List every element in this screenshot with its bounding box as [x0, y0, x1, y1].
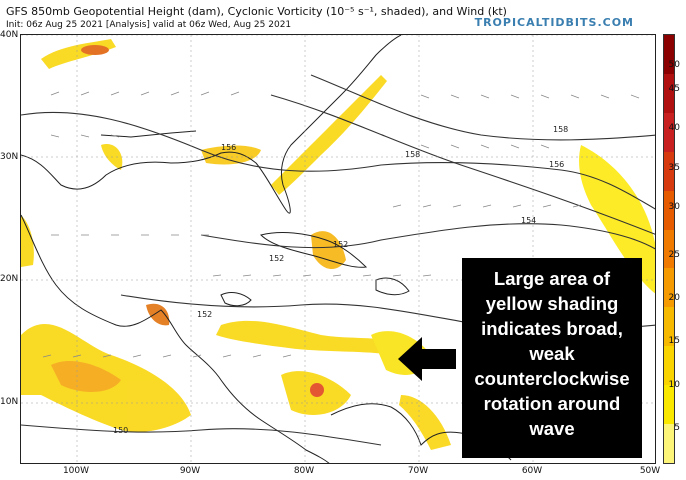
contour-label: 150: [113, 426, 128, 435]
lon-label: 70W: [407, 466, 429, 476]
lat-label: 40N: [0, 30, 19, 40]
colorbar-swatch: [664, 424, 674, 463]
colorbar-label: 20: [668, 293, 680, 303]
brand-label: TROPICALTIDBITS.COM: [474, 16, 634, 29]
lat-label: 30N: [0, 152, 19, 162]
contour-label: 152: [333, 240, 348, 249]
colorbar-swatch: [664, 73, 674, 113]
contour-label: 152: [269, 254, 284, 263]
colorbar-swatch: [664, 346, 674, 386]
contour-label: 156: [221, 143, 236, 152]
colorbar-label: 15: [668, 336, 680, 346]
header: GFS 850mb Geopotential Height (dam), Cyc…: [0, 0, 686, 34]
map-svg: 158 158 156 156 154 152 152 152 150: [21, 35, 655, 463]
colorbar-swatch: [664, 229, 674, 269]
lat-label: 20N: [0, 274, 19, 284]
lon-label: 60W: [521, 466, 543, 476]
colorbar-swatch: [664, 307, 674, 347]
vorticity-shading: [21, 39, 655, 450]
map-subtitle: Init: 06z Aug 25 2021 [Analysis] valid a…: [6, 20, 292, 30]
contour-label: 154: [521, 216, 536, 225]
lat-label: 10N: [0, 397, 19, 407]
colorbar-label: 10: [668, 380, 680, 390]
lon-label: 50W: [639, 466, 661, 476]
weather-map: 158 158 156 156 154 152 152 152 150: [20, 34, 656, 464]
contour-label: 156: [549, 160, 564, 169]
colorbar-label: 40: [668, 123, 680, 133]
contour-label: 158: [405, 150, 420, 159]
colorbar-label: 50: [668, 60, 680, 70]
colorbar-swatch: [664, 190, 674, 230]
colorbar-label: 25: [668, 250, 680, 260]
colorbar-swatch: [664, 151, 674, 191]
colorbar-swatch: [664, 268, 674, 308]
wind-barbs: [42, 91, 640, 358]
arrow-left-icon: [398, 337, 456, 381]
colorbar-swatch: [664, 35, 674, 74]
colorbar-swatch: [664, 385, 674, 425]
colorbar-label: 35: [668, 163, 680, 173]
coastlines: [21, 35, 512, 463]
colorbar-label: 45: [668, 84, 680, 94]
lon-label: 100W: [62, 466, 90, 476]
map-title: GFS 850mb Geopotential Height (dam), Cyc…: [6, 5, 507, 18]
lon-label: 90W: [179, 466, 201, 476]
colorbar-label: 30: [668, 202, 680, 212]
colorbar-swatch: [664, 112, 674, 152]
contour-label: 158: [553, 125, 568, 134]
colorbar: [663, 34, 675, 464]
contour-label: 152: [197, 310, 212, 319]
annotation-box: Large area of yellow shading indicates b…: [462, 258, 642, 458]
colorbar-label: 5: [674, 423, 680, 433]
lon-label: 80W: [293, 466, 315, 476]
